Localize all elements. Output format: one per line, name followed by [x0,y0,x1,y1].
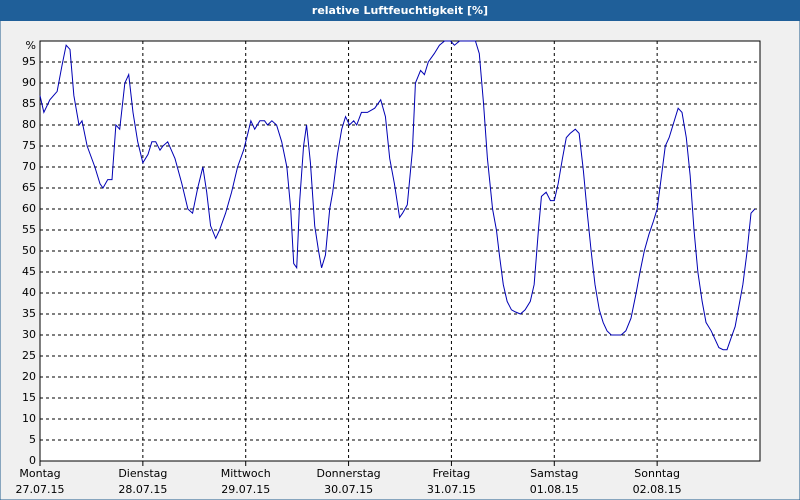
y-tick-label: 10 [22,412,36,425]
y-tick-label: 75 [22,139,36,152]
y-tick-label: 15 [22,391,36,404]
y-tick-label: 30 [22,328,36,341]
y-tick-label: 40 [22,286,36,299]
y-axis-label: % [26,39,36,52]
title-bar [0,0,800,21]
x-tick-date: 31.07.15 [427,483,476,496]
x-tick-date: 28.07.15 [118,483,167,496]
x-tick-date: 02.08.15 [633,483,682,496]
x-tick-date: 30.07.15 [324,483,373,496]
plot-border [39,40,761,462]
x-tick-label: Dienstag [118,467,167,480]
y-tick-label: 45 [22,265,36,278]
y-tick-label: 80 [22,118,36,131]
y-tick-label: 55 [22,223,36,236]
x-tick-label: Mittwoch [221,467,271,480]
y-tick-label: 25 [22,349,36,362]
x-tick-date: 27.07.15 [16,483,65,496]
y-tick-label: 90 [22,76,36,89]
y-tick-label: 65 [22,181,36,194]
x-tick-label: Freitag [433,467,471,480]
humidity-line [39,40,756,351]
y-tick-label: 35 [22,307,36,320]
y-tick-label: 60 [22,202,36,215]
x-tick-label: Donnerstag [316,467,380,480]
y-tick-label: 20 [22,370,36,383]
chart-title: relative Luftfeuchtigkeit [%] [312,4,488,17]
x-tick-label: Montag [19,467,60,480]
y-tick-label: 50 [22,244,36,257]
y-tick-label: 70 [22,160,36,173]
y-tick-label: 95 [22,55,36,68]
y-tick-label: 5 [29,433,36,446]
y-tick-label: 85 [22,97,36,110]
x-tick-label: Sonntag [634,467,680,480]
x-tick-label: Samstag [530,467,578,480]
y-tick-label: 0 [29,454,36,467]
x-tick-date: 29.07.15 [221,483,270,496]
x-tick-date: 01.08.15 [530,483,579,496]
